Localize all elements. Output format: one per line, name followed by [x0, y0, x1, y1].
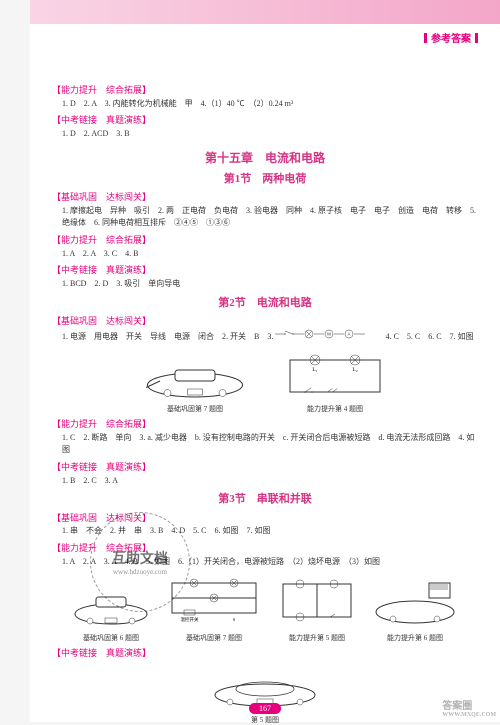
- header-bar-icon: [424, 33, 427, 43]
- answer-line: 1. A 2. A 3. A 4. B 5. 如图 6.（1）开关闭合，电源被短…: [52, 556, 478, 569]
- diagram-caption: 能力提升第 6 题图: [387, 633, 443, 644]
- section-title: 第2节 电流和电路: [52, 295, 478, 312]
- circuit-oval-icon: [140, 350, 250, 402]
- diagram: 基础巩固第 6 题图: [70, 575, 152, 644]
- diagram-caption: 基础巩固第 6 题图: [83, 633, 139, 644]
- circuit-icon: 温控开关 S: [164, 575, 264, 631]
- diagram-caption: 基础巩固第 7 题图: [167, 404, 223, 415]
- answer-line: 1. D 2. ACD 3. B: [52, 128, 478, 141]
- page-number: 167: [249, 703, 281, 714]
- bracket-title: 【中考链接 真题演练】: [52, 114, 478, 128]
- svg-text:L₂: L₂: [352, 367, 357, 373]
- answer-text: 4. C 5. C 6. C 7. 如图: [378, 332, 474, 341]
- header-label: 参考答案: [431, 30, 471, 45]
- corner-text: 答案圈: [442, 697, 496, 712]
- circuit-symbols-icon: M A: [275, 332, 377, 341]
- svg-text:M: M: [327, 331, 331, 336]
- diagram: 第 5 题图: [205, 667, 325, 725]
- bracket-title: 【基础巩固 达标闯关】: [52, 315, 478, 329]
- answer-line: 1. 电源 用电器 开关 导线 电源 闭合 2. 开关 B 3. M A: [52, 329, 478, 344]
- diagram: 能力提升第 5 题图: [276, 575, 358, 644]
- diagram-row: 基础巩固第 7 题图 L₁ L₂ 能力提升第 4 题图: [52, 350, 478, 415]
- answer-line: 1. BCD 2. D 3. 吸引 单向导电: [52, 278, 478, 291]
- diagram: 温控开关 S 基础巩固第 7 题图: [164, 575, 264, 644]
- answer-line: 1. B 2. C 3. A: [52, 475, 478, 488]
- diagram: L₁ L₂ 能力提升第 4 题图: [280, 350, 390, 415]
- top-decor-bar: [30, 0, 500, 24]
- bracket-title: 【中考链接 真题演练】: [52, 461, 478, 475]
- diagram-caption: 第 5 题图: [251, 715, 279, 725]
- bracket-title: 【能力提升 综合拓展】: [52, 84, 478, 98]
- answer-line: 1. 串 不会 2. 并 串 3. B 4. D 5. C 6. 如图 7. 如…: [52, 525, 478, 538]
- bracket-title: 【中考链接 真题演练】: [52, 647, 478, 661]
- diagram: 基础巩固第 7 题图: [140, 350, 250, 415]
- svg-text:S: S: [233, 617, 236, 622]
- page: 参考答案 【能力提升 综合拓展】 1. D 2. A 3. 内能转化为机械能 甲…: [30, 0, 500, 722]
- bracket-title: 【能力提升 综合拓展】: [52, 418, 478, 432]
- header-right: 参考答案: [424, 30, 478, 45]
- diagram: 能力提升第 6 题图: [370, 575, 460, 644]
- diagram-caption: 基础巩固第 7 题图: [186, 633, 242, 644]
- circuit-icon: [70, 575, 152, 631]
- corner-url: WWW.MXQE.COM: [442, 712, 496, 718]
- answer-line: 1. C 2. 断路 单向 3. a. 减少电器 b. 没有控制电路的开关 c.…: [52, 432, 478, 458]
- circuit-icon: [276, 575, 358, 631]
- section-title: 第3节 串联和并联: [52, 491, 478, 508]
- answer-line: 1. D 2. A 3. 内能转化为机械能 甲 4.（1）40 ℃ （2）0.2…: [52, 98, 478, 111]
- corner-logo: 答案圈 WWW.MXQE.COM: [442, 697, 496, 718]
- diagram-caption: 能力提升第 5 题图: [289, 633, 345, 644]
- bracket-title: 【能力提升 综合拓展】: [52, 234, 478, 248]
- answer-line: 1. A 2. A 3. C 4. B: [52, 248, 478, 261]
- bracket-title: 【中考链接 真题演练】: [52, 264, 478, 278]
- header-bar-icon: [475, 33, 478, 43]
- svg-text:L₁: L₁: [312, 367, 317, 373]
- svg-text:温控开关: 温控开关: [181, 616, 199, 623]
- chapter-title: 第十五章 电流和电路: [52, 149, 478, 167]
- content: 【能力提升 综合拓展】 1. D 2. A 3. 内能转化为机械能 甲 4.（1…: [52, 24, 478, 725]
- diagram-row: 第 5 题图: [52, 667, 478, 725]
- diagram-row: 基础巩固第 6 题图 温控开关 S 基础巩固第 7 题图: [52, 575, 478, 644]
- section-title: 第1节 两种电荷: [52, 171, 478, 188]
- answer-line: 1. 摩擦起电 异种 吸引 2. 两 正电荷 负电荷 3. 验电器 同种 4. …: [52, 205, 478, 231]
- circuit-schematic-icon: L₁ L₂: [280, 350, 390, 402]
- bracket-title: 【基础巩固 达标闯关】: [52, 191, 478, 205]
- svg-text:A: A: [348, 331, 351, 336]
- circuit-icon: [370, 575, 460, 631]
- bracket-title: 【能力提升 综合拓展】: [52, 542, 478, 556]
- bracket-title: 【基础巩固 达标闯关】: [52, 512, 478, 526]
- diagram-caption: 能力提升第 4 题图: [307, 404, 363, 415]
- answer-text: 1. 电源 用电器 开关 导线 电源 闭合 2. 开关 B 3.: [62, 332, 273, 341]
